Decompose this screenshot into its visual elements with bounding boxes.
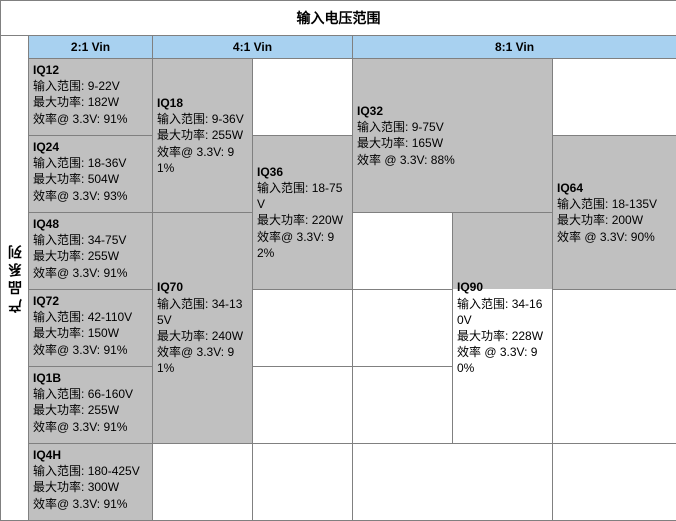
col-header-8to1: 8:1 Vin <box>353 36 676 59</box>
cell-IQ72: IQ72 输入范围: 42-110V 最大功率: 150W 效率@ 3.3V: … <box>29 289 153 366</box>
cell-IQ24: IQ24 输入范围: 18-36V 最大功率: 504W 效率@ 3.3V: 9… <box>29 135 153 212</box>
col-header-4to1: 4:1 Vin <box>153 36 353 59</box>
cell-IQ32: IQ32 输入范围: 9-75V 最大功率: 165W 效率 @ 3.3V: 8… <box>353 58 553 212</box>
blank-cell <box>253 443 353 520</box>
cell-IQ1B: IQ1B 输入范围: 66-160V 最大功率: 255W 效率@ 3.3V: … <box>29 366 153 443</box>
cell-IQ4H: IQ4H 输入范围: 180-425V 最大功率: 300W 效率@ 3.3V:… <box>29 443 153 520</box>
blank-cell <box>253 58 353 135</box>
side-label: 产品系列 <box>1 36 29 521</box>
blank-cell <box>353 366 553 443</box>
table-title: 输入电压范围 <box>1 1 676 36</box>
blank-cell <box>153 443 253 520</box>
blank-cell <box>353 212 453 289</box>
cell-IQ12: IQ12 输入范围: 9-22V 最大功率: 182W 效率@ 3.3V: 91… <box>29 58 153 135</box>
cell-IQ70: IQ70 输入范围: 34-135V 最大功率: 240W 效率@ 3.3V: … <box>153 212 253 443</box>
blank-cell <box>253 366 353 443</box>
cell-IQ48: IQ48 输入范围: 34-75V 最大功率: 255W 效率@ 3.3V: 9… <box>29 212 153 289</box>
blank-cell <box>353 443 553 520</box>
product-voltage-table: 输入电压范围 产品系列 2:1 Vin 4:1 Vin 8:1 Vin IQ12… <box>0 0 676 521</box>
blank-cell <box>553 58 676 135</box>
blank-cell <box>253 289 353 366</box>
col-header-2to1: 2:1 Vin <box>29 36 153 59</box>
cell-IQ36: IQ36 输入范围: 18-75V 最大功率: 220W 效率@ 3.3V: 9… <box>253 135 353 289</box>
blank-cell <box>553 443 676 520</box>
cell-IQ18: IQ18 输入范围: 9-36V 最大功率: 255W 效率@ 3.3V: 91… <box>153 58 253 212</box>
cell-IQ64: IQ64 输入范围: 18-135V 最大功率: 200W 效率 @ 3.3V:… <box>553 135 676 289</box>
